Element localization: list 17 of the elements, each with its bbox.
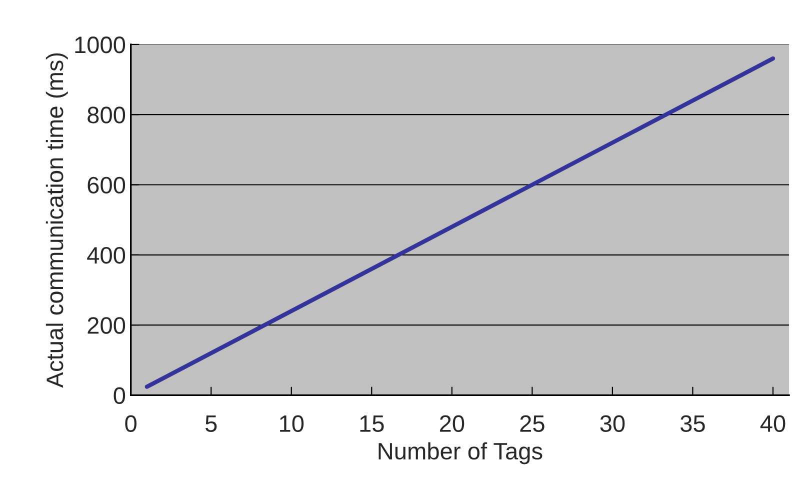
x-tick-label: 20 [440, 415, 464, 432]
y-tick-label: 0 [114, 387, 126, 404]
y-tick-label: 1000 [75, 36, 126, 54]
y-tick-label: 200 [88, 317, 126, 334]
x-tick-label: 5 [205, 416, 217, 432]
y-tick-label: 800 [88, 106, 126, 124]
y-tick-label: 400 [87, 246, 126, 264]
x-tick-label: 40 [760, 415, 786, 432]
y-axis-title: Actual communication time (ms) [46, 53, 68, 388]
x-tick-label: 30 [600, 415, 625, 432]
x-axis-title: Number of Tags [378, 442, 542, 464]
x-tick-label: 25 [520, 415, 544, 432]
x-tick-label: 0 [125, 415, 136, 432]
x-tick-label: 35 [680, 415, 705, 432]
y-tick-label: 600 [88, 176, 126, 194]
x-tick-label: 10 [280, 415, 304, 432]
x-tick-label: 15 [360, 416, 384, 432]
